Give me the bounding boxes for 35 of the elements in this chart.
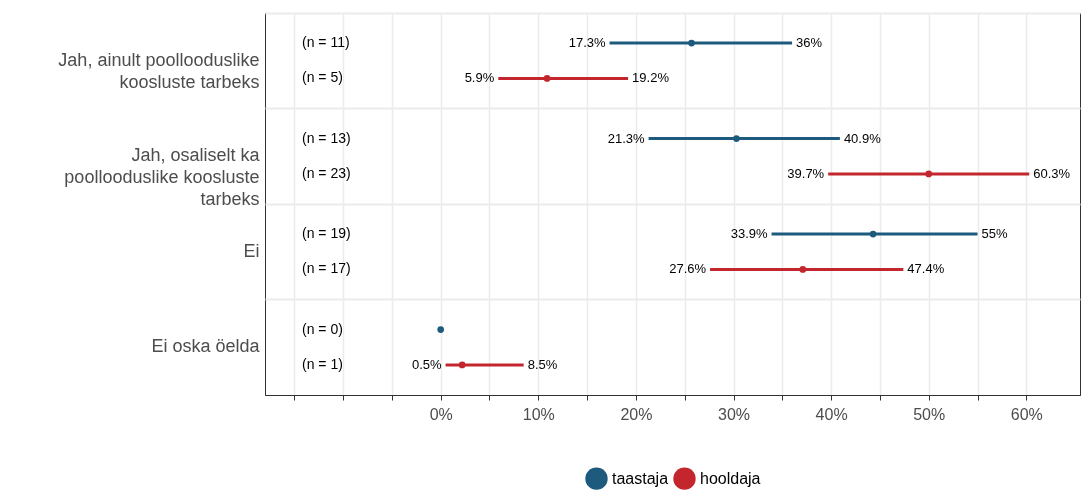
y-tick-label: Ei [243, 240, 260, 261]
annotation: 36% [796, 35, 823, 51]
x-tick-label: 30% [717, 405, 751, 423]
annotation: (n = 17) [302, 260, 351, 277]
legend-label: taastaja [612, 469, 669, 487]
annotation: 17.3% [568, 35, 606, 51]
annotation: 19.2% [632, 70, 670, 86]
annotation: 55% [981, 226, 1008, 242]
y-tick-label: Ei oska öelda [151, 336, 261, 357]
annotation: 40.9% [843, 130, 882, 146]
annotation: 39.7% [787, 165, 825, 181]
y-tick-label: Jah, ainult poollooduslike koosluste tarbeks [58, 49, 260, 92]
annotation: (n = 1) [302, 355, 343, 372]
annotation: 47.4% [907, 261, 945, 277]
annotation: 27.6% [669, 261, 707, 277]
x-tick-label: 40% [815, 405, 848, 423]
x-tick-label: 60% [1010, 405, 1043, 423]
legend-label: hooldaja [700, 469, 761, 487]
x-tick-label: 50% [913, 405, 946, 423]
x-tick-label: 0% [429, 405, 453, 423]
annotation: (n = 19) [302, 225, 351, 242]
annotation: (n = 5) [302, 69, 343, 86]
annotation: 8.5% [527, 356, 558, 372]
annotation: 21.3% [607, 130, 646, 146]
annotation: 33.9% [730, 226, 768, 242]
y-tick-label: Jah, osaliselt ka poollooduslike koosluste tarbeks [64, 145, 261, 210]
annotation: (n = 23) [302, 164, 351, 181]
x-tick-label: 20% [620, 405, 653, 423]
x-tick-label: 10% [522, 405, 555, 423]
annotation: (n = 13) [302, 129, 351, 146]
annotation: (n = 11) [302, 34, 350, 51]
annotation: 5.9% [464, 70, 495, 86]
annotation: 0.5% [411, 356, 442, 372]
annotation: 60.3% [1033, 165, 1071, 181]
annotation: (n = 0) [302, 320, 343, 337]
